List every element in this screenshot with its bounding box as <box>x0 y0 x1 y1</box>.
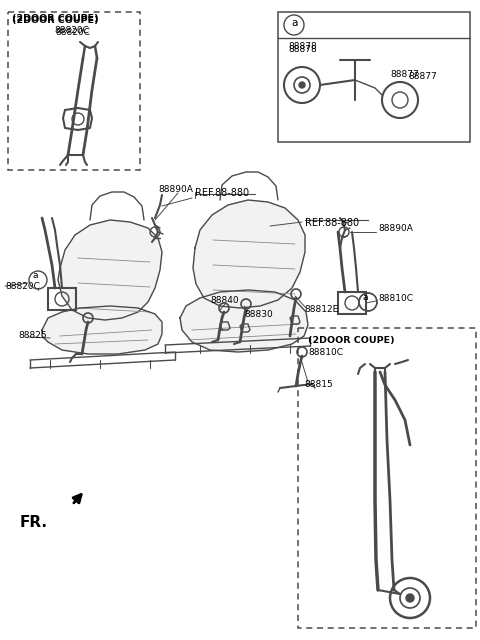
Text: 88890A: 88890A <box>158 185 193 194</box>
Polygon shape <box>193 200 305 308</box>
Text: 88825: 88825 <box>18 330 47 339</box>
Text: REF.88-880: REF.88-880 <box>195 188 249 198</box>
Circle shape <box>406 594 414 602</box>
Text: 88820C: 88820C <box>54 26 89 35</box>
Text: (2DOOR COUPE): (2DOOR COUPE) <box>12 16 98 25</box>
Text: 88840: 88840 <box>210 296 239 305</box>
Bar <box>8 12 140 170</box>
Text: 88810C: 88810C <box>378 294 413 303</box>
Text: (2DOOR COUPE): (2DOOR COUPE) <box>12 14 98 23</box>
Polygon shape <box>42 306 162 354</box>
Circle shape <box>299 82 305 88</box>
Text: a: a <box>291 18 298 28</box>
Text: FR.: FR. <box>20 515 48 530</box>
Text: 88877: 88877 <box>408 72 437 81</box>
Bar <box>338 292 366 314</box>
Text: 88878: 88878 <box>288 45 317 54</box>
Text: REF.88-880: REF.88-880 <box>305 218 359 228</box>
Bar <box>298 328 476 628</box>
Text: 88890A: 88890A <box>378 223 413 232</box>
Text: 88810C: 88810C <box>308 348 343 357</box>
Bar <box>48 288 76 310</box>
Text: 88812E: 88812E <box>304 305 338 314</box>
Text: 88877: 88877 <box>390 70 419 79</box>
Text: 88820C: 88820C <box>55 28 90 37</box>
Text: 88830: 88830 <box>244 310 273 319</box>
Bar <box>278 12 470 142</box>
Text: 88815: 88815 <box>304 380 333 389</box>
Text: a: a <box>362 292 368 301</box>
Text: 88820C: 88820C <box>5 282 40 291</box>
Text: (2DOOR COUPE): (2DOOR COUPE) <box>308 336 395 345</box>
Polygon shape <box>180 290 308 352</box>
Polygon shape <box>58 220 162 320</box>
Text: a: a <box>32 271 38 280</box>
Text: 88878: 88878 <box>288 42 317 51</box>
